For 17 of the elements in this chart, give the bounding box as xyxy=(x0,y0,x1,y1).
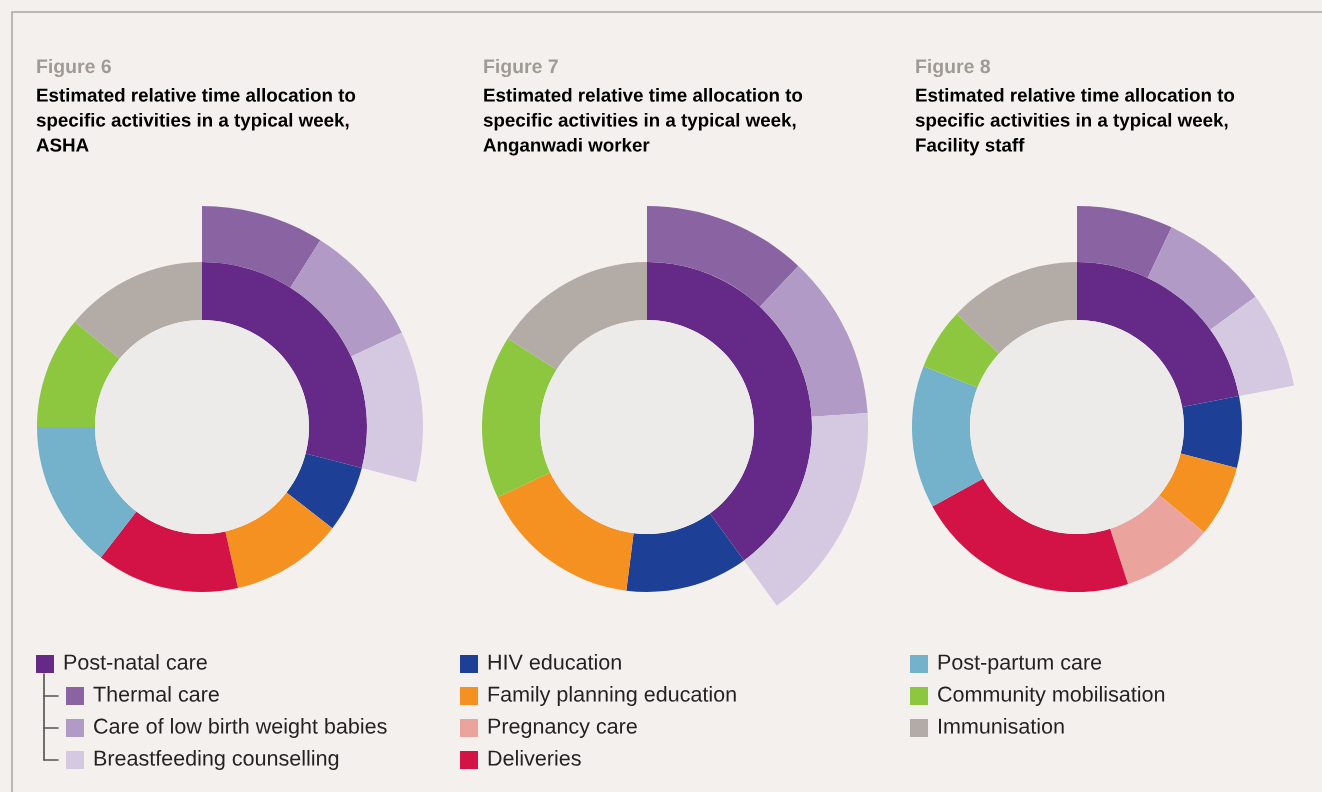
legend-label: Pregnancy care xyxy=(488,718,637,739)
legend-label: Post-natal care xyxy=(64,653,207,670)
chart-title: Figure 7 xyxy=(484,58,558,78)
legend-label: Care of low birth weight babies xyxy=(94,717,387,739)
legend-label: Post-partum care xyxy=(938,654,1102,675)
legend-label: HIV education xyxy=(488,653,621,670)
chart-title: Figure 6 xyxy=(37,58,111,78)
chart-title: Figure 8 xyxy=(916,58,991,78)
legend-label: Immunisation xyxy=(938,717,1064,734)
legend-label: Thermal care xyxy=(93,685,219,702)
legend-label: Family planning education xyxy=(488,685,736,707)
chart-subtitle: Estimated relative time allocation to specific activities in a typical week, Anganwadi worker xyxy=(483,88,803,156)
legend-label: Deliveries xyxy=(488,749,581,766)
chart-subtitle: Estimated relative time allocation to specific activities in a typical week, Facility staff xyxy=(915,88,1235,156)
chart-subtitle: Estimated relative time allocation to specific activities in a typical week, ASHA xyxy=(36,88,356,152)
legend-label: Breastfeeding counselling xyxy=(94,749,339,771)
legend-label: Community mobilisation xyxy=(938,685,1165,707)
